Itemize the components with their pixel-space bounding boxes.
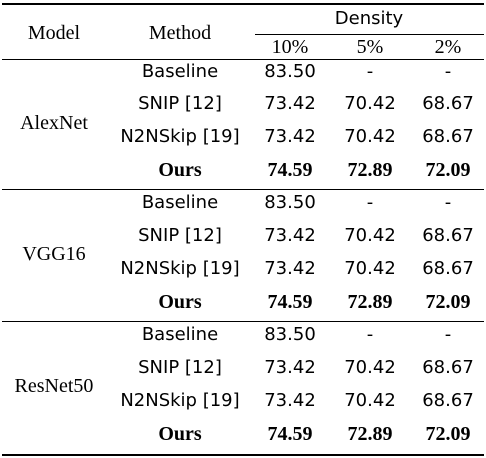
value-cell-best: 72.09 xyxy=(425,159,471,181)
value-cell: 73.42 xyxy=(264,258,316,279)
value-cell: 70.42 xyxy=(344,357,396,378)
header-density-5: 5% xyxy=(356,36,384,58)
value-cell-best: 74.59 xyxy=(267,423,313,445)
method-baseline: Baseline xyxy=(141,192,219,213)
value-cell: 68.67 xyxy=(422,225,474,246)
header-model: Model xyxy=(27,22,81,44)
density-cmidrule xyxy=(255,34,484,35)
value-cell: 83.50 xyxy=(264,61,316,82)
header-rule xyxy=(2,59,484,60)
method-n2nskip: N2NSkip [19] xyxy=(120,126,240,147)
method-n2nskip: N2NSkip [19] xyxy=(120,258,240,279)
group-rule-2 xyxy=(2,321,484,322)
value-cell-best: 72.09 xyxy=(425,291,471,313)
method-baseline: Baseline xyxy=(141,61,219,82)
value-cell: 68.67 xyxy=(422,258,474,279)
value-cell: 70.42 xyxy=(344,258,396,279)
value-cell-best: 72.89 xyxy=(347,423,393,445)
header-density: Density xyxy=(334,8,404,29)
method-snip: SNIP [12] xyxy=(138,93,222,114)
top-rule xyxy=(2,3,484,5)
value-cell: 68.67 xyxy=(422,357,474,378)
value-cell: - xyxy=(366,192,374,213)
value-cell: 70.42 xyxy=(344,390,396,411)
value-cell: - xyxy=(366,324,374,345)
model-vgg16: VGG16 xyxy=(22,243,86,265)
value-cell: - xyxy=(444,192,452,213)
bottom-rule xyxy=(2,454,484,456)
value-cell: 83.50 xyxy=(264,324,316,345)
value-cell-best: 74.59 xyxy=(267,159,313,181)
header-method: Method xyxy=(148,22,212,44)
model-resnet50: ResNet50 xyxy=(14,375,94,397)
value-cell: - xyxy=(444,324,452,345)
value-cell: 70.42 xyxy=(344,225,396,246)
value-cell: 73.42 xyxy=(264,357,316,378)
value-cell: 73.42 xyxy=(264,126,316,147)
value-cell: 70.42 xyxy=(344,93,396,114)
header-density-10: 10% xyxy=(271,36,309,58)
method-n2nskip: N2NSkip [19] xyxy=(120,390,240,411)
method-ours: Ours xyxy=(158,423,202,445)
value-cell: 68.67 xyxy=(422,390,474,411)
model-alexnet: AlexNet xyxy=(20,112,88,134)
value-cell: 83.50 xyxy=(264,192,316,213)
method-ours: Ours xyxy=(158,291,202,313)
method-baseline: Baseline xyxy=(141,324,219,345)
method-snip: SNIP [12] xyxy=(138,225,222,246)
header-density-2: 2% xyxy=(434,36,462,58)
value-cell: - xyxy=(444,61,452,82)
value-cell: 68.67 xyxy=(422,93,474,114)
value-cell-best: 74.59 xyxy=(267,291,313,313)
value-cell-best: 72.89 xyxy=(347,159,393,181)
value-cell: 70.42 xyxy=(344,126,396,147)
value-cell: - xyxy=(366,61,374,82)
value-cell-best: 72.89 xyxy=(347,291,393,313)
method-snip: SNIP [12] xyxy=(138,357,222,378)
method-ours: Ours xyxy=(158,159,202,181)
group-rule-1 xyxy=(2,189,484,190)
value-cell-best: 72.09 xyxy=(425,423,471,445)
value-cell: 73.42 xyxy=(264,225,316,246)
value-cell: 68.67 xyxy=(422,126,474,147)
value-cell: 73.42 xyxy=(264,93,316,114)
value-cell: 73.42 xyxy=(264,390,316,411)
